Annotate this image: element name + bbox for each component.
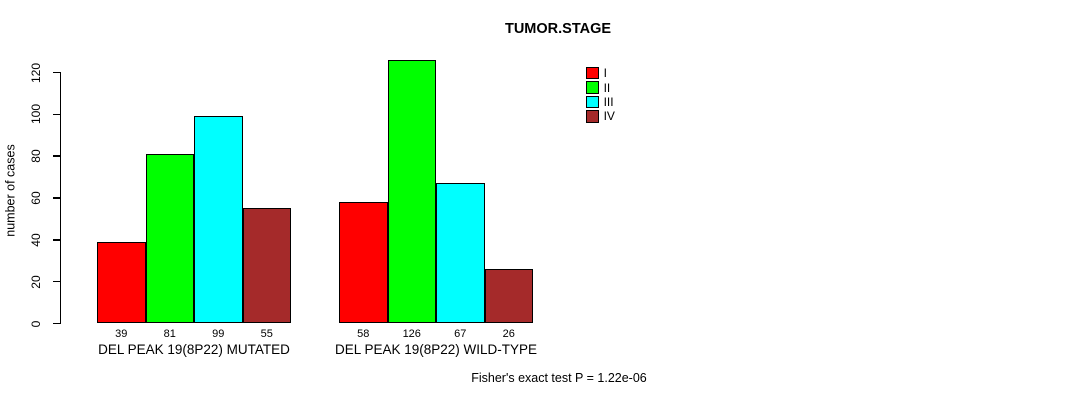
legend-swatch-IV — [586, 110, 599, 123]
bar-stage-II-mutated — [145, 154, 194, 324]
y-axis-tick-label: 20 — [29, 274, 43, 289]
y-axis-tick-label: 80 — [29, 149, 43, 163]
fisher-test-annotation: Fisher's exact test P = 1.22e-06 — [471, 371, 647, 385]
chart-title: TUMOR.STAGE — [504, 21, 612, 37]
legend-swatch-II — [586, 81, 599, 94]
legend-swatch-III — [586, 95, 599, 109]
bar-value-label: 26 — [502, 328, 515, 340]
legend-label: III — [603, 94, 614, 109]
group-label-mutated: DEL PEAK 19(8P22) MUTATED — [98, 342, 290, 357]
legend-label: I — [603, 66, 607, 81]
bar-stage-IV-mutated — [242, 208, 291, 324]
y-axis-tick — [53, 280, 61, 283]
bar-stage-IV-wildtype — [484, 269, 533, 324]
bar-value-label: 81 — [163, 328, 176, 340]
bar-value-label: 99 — [212, 328, 225, 340]
y-axis-label: number of cases — [3, 144, 18, 237]
bar-value-label: 58 — [357, 328, 370, 340]
y-axis-tick — [53, 155, 61, 157]
y-axis-tick-label: 60 — [29, 191, 43, 205]
y-axis-tick-label: 100 — [29, 104, 43, 125]
y-axis-tick-label: 40 — [29, 233, 43, 247]
legend-item-IV: IV — [586, 109, 615, 123]
legend-item-III: III — [586, 95, 615, 109]
bar-stage-I-wildtype — [339, 202, 388, 324]
legend-item-I: I — [586, 66, 615, 80]
group-label-wildtype: DEL PEAK 19(8P22) WILD-TYPE — [334, 342, 538, 357]
bar-stage-I-mutated — [97, 241, 146, 324]
legend-swatch-I — [586, 66, 599, 80]
y-axis-tick — [53, 197, 61, 199]
legend-label: II — [603, 80, 611, 95]
y-axis-tick — [53, 71, 61, 74]
bar-value-label: 67 — [454, 328, 467, 340]
bar-value-label: 39 — [115, 328, 128, 340]
bar-stage-II-wildtype — [387, 59, 436, 324]
y-axis-tick — [53, 322, 61, 325]
y-axis-tick — [53, 239, 61, 241]
bar-stage-III-mutated — [194, 116, 243, 324]
bar-value-label: 126 — [402, 328, 421, 340]
legend-label: IV — [603, 109, 615, 124]
legend-item-II: II — [586, 80, 615, 94]
y-axis-tick-label: 120 — [29, 62, 43, 83]
y-axis-tick-label: 0 — [29, 320, 43, 327]
legend: I II III IV — [586, 66, 615, 124]
bar-stage-III-wildtype — [436, 183, 485, 324]
bar-value-label: 55 — [260, 328, 273, 340]
y-axis-tick — [53, 113, 61, 116]
